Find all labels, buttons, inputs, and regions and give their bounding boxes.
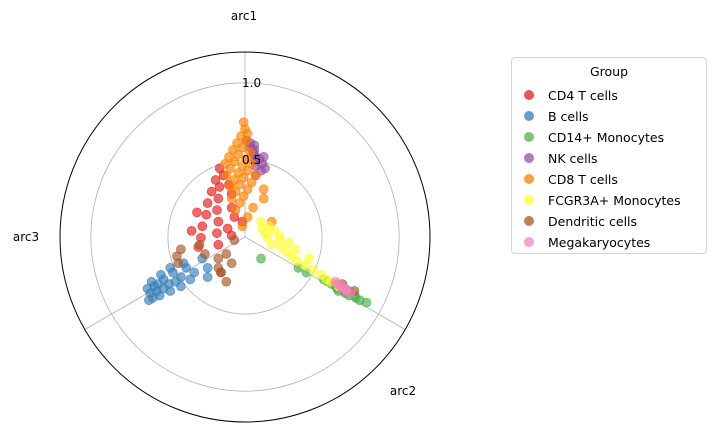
point-cd8-t-cells	[245, 147, 256, 158]
point-cd8-t-cells	[250, 170, 261, 181]
point-dendritic-cells	[221, 249, 232, 259]
point-cd14-monocytes	[256, 253, 266, 264]
point-fcgr3a-monocytes	[274, 230, 285, 241]
point-fcgr3a-monocytes	[304, 253, 314, 264]
point-cd4-t-cells	[186, 226, 197, 236]
legend-label: NK cells	[548, 150, 598, 166]
legend-item: Dendritic cells	[524, 211, 637, 231]
legend-swatch	[524, 132, 534, 142]
axis-labels: arc1 arc2 arc3 0.5 1.0	[13, 9, 416, 398]
legend-item: FCGR3A+ Monocytes	[524, 190, 681, 210]
point-cd8-t-cells	[248, 202, 258, 213]
legend-item: CD8 T cells	[524, 169, 618, 189]
point-fcgr3a-monocytes	[290, 244, 301, 255]
legend-label: Megakaryocytes	[548, 234, 651, 250]
polar-grid	[59, 51, 431, 423]
legend-swatch	[524, 90, 534, 100]
point-fcgr3a-monocytes	[256, 216, 266, 227]
point-b-cells	[202, 272, 213, 282]
point-b-cells	[170, 276, 181, 287]
legend-label: CD14+ Monocytes	[548, 129, 665, 145]
legend-label: Dendritic cells	[548, 213, 638, 229]
point-cd14-monocytes	[361, 297, 372, 308]
legend-swatch	[524, 111, 534, 121]
legend-swatch	[524, 195, 534, 205]
legend-label: CD4 T cells	[548, 87, 618, 103]
point-cd8-t-cells	[242, 212, 253, 222]
axis-label-arc1: arc1	[231, 9, 257, 23]
point-cd4-t-cells	[202, 198, 213, 208]
point-cd8-t-cells	[242, 128, 253, 139]
point-cd8-t-cells	[258, 193, 269, 204]
legend-label: CD8 T cells	[548, 171, 618, 187]
legend-label: FCGR3A+ Monocytes	[548, 192, 681, 208]
point-dendritic-cells	[194, 239, 205, 250]
data-points	[142, 117, 372, 308]
point-cd4-t-cells	[201, 209, 212, 220]
point-cd8-t-cells	[238, 117, 249, 127]
point-fcgr3a-monocytes	[292, 256, 302, 266]
point-nk-cells	[258, 152, 269, 162]
legend-item: NK cells	[524, 148, 598, 168]
point-nk-cells	[260, 163, 270, 174]
point-dendritic-cells	[221, 276, 232, 287]
point-b-cells	[165, 263, 176, 273]
legend-title: Group	[589, 64, 629, 79]
point-megakaryocytes	[340, 283, 350, 294]
point-cd4-t-cells	[213, 216, 224, 227]
point-dendritic-cells	[216, 267, 226, 278]
legend-item: CD4 T cells	[524, 85, 618, 105]
point-b-cells	[144, 295, 154, 306]
point-fcgr3a-monocytes	[266, 239, 277, 250]
point-cd8-t-cells	[258, 184, 269, 195]
legend-swatch	[524, 216, 534, 226]
point-dendritic-cells	[226, 258, 237, 269]
point-b-cells	[185, 274, 196, 285]
point-b-cells	[156, 269, 166, 280]
legend-item: Megakaryocytes	[524, 232, 650, 252]
point-cd4-t-cells	[213, 239, 224, 250]
point-cd4-t-cells	[197, 221, 208, 232]
point-b-cells	[153, 279, 164, 289]
point-cd4-t-cells	[206, 186, 217, 197]
legend-swatch	[524, 153, 534, 163]
point-cd4-t-cells	[192, 207, 202, 218]
legend: Group CD4 T cells B cells CD14+ Monocytes N…	[511, 57, 707, 254]
legend-swatch	[524, 237, 534, 247]
point-cd4-t-cells	[213, 193, 224, 204]
point-dendritic-cells	[229, 235, 240, 245]
point-fcgr3a-monocytes	[284, 237, 294, 248]
point-cd8-t-cells	[237, 221, 248, 232]
point-fcgr3a-monocytes	[308, 265, 318, 275]
point-cd8-t-cells	[246, 158, 257, 169]
point-dendritic-cells	[173, 258, 184, 269]
axis-label-arc3: arc3	[13, 230, 39, 244]
point-dendritic-cells	[213, 253, 224, 264]
legend-label: B cells	[548, 108, 589, 124]
point-dendritic-cells	[200, 249, 210, 259]
point-b-cells	[202, 263, 213, 273]
point-cd4-t-cells	[212, 228, 222, 238]
point-cd4-t-cells	[212, 205, 222, 215]
legend-swatch	[524, 174, 534, 184]
polar-outer-frame	[59, 51, 431, 423]
point-cd4-t-cells	[210, 175, 221, 185]
legend-item: B cells	[524, 106, 589, 126]
point-megakaryocytes	[330, 276, 341, 287]
point-b-cells	[142, 283, 153, 294]
legend-item: CD14+ Monocytes	[524, 127, 664, 147]
r-tick-label-1: 1.0	[242, 76, 261, 90]
axis-label-arc2: arc2	[390, 384, 416, 398]
r-tick-label-0: 0.5	[242, 153, 261, 167]
